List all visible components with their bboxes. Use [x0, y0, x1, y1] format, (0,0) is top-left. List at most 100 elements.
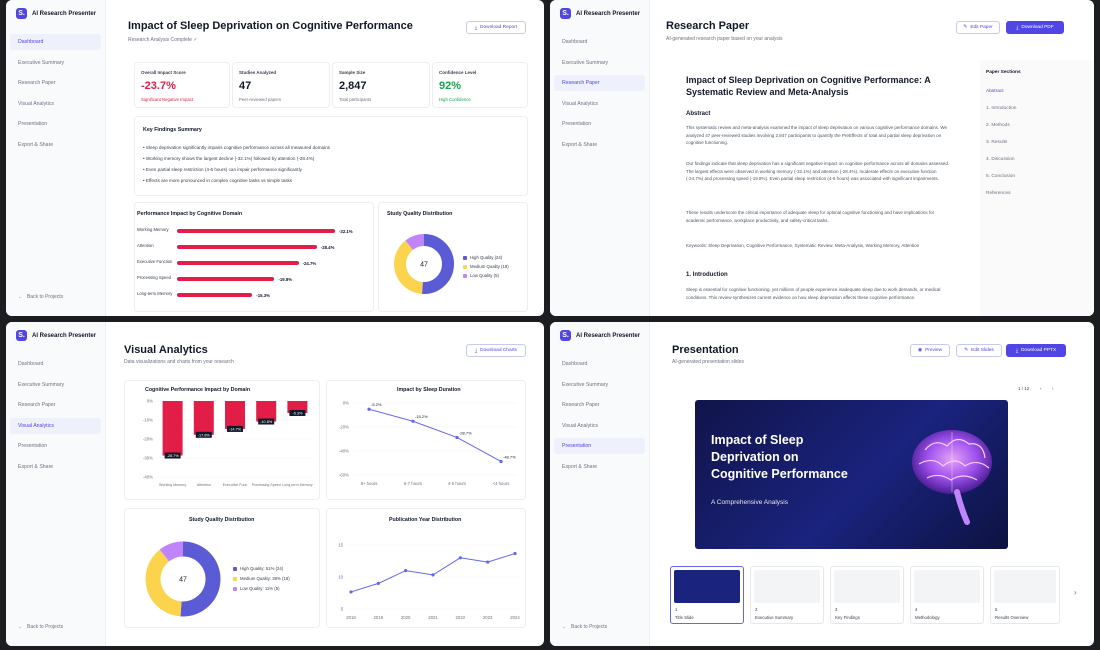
nav-executive-summary[interactable]: Executive Summary	[562, 59, 609, 66]
nav-visual-analytics[interactable]: Visual Analytics	[18, 100, 54, 107]
series-line	[350, 553, 516, 593]
page-title: Visual Analytics	[124, 344, 208, 356]
bar-value-label: -6.3%	[292, 411, 303, 415]
bar	[193, 401, 214, 435]
back-to-projects[interactable]: ← Back to Projects	[562, 624, 608, 630]
next-slide-icon[interactable]: ›	[1052, 386, 1054, 391]
y-tick-label: -60%	[339, 473, 349, 478]
key-findings-title: Key Findings Summary	[143, 127, 202, 133]
legend-item: Medium Quality: 38% (18)	[233, 576, 290, 581]
nav-presentation[interactable]: Presentation	[554, 438, 645, 454]
download-icon: ⤓	[1015, 348, 1018, 354]
bar-value-label: -15.3%	[256, 292, 270, 298]
back-to-projects[interactable]: ← Back to Projects	[18, 624, 64, 630]
logo-icon: S.	[560, 330, 571, 341]
edit-icon: ✎	[964, 348, 969, 353]
slide-thumbnail[interactable]: 5 Results Overview	[990, 566, 1060, 624]
y-tick-label: -30%	[143, 456, 153, 461]
brand-name: AI Research Presenter	[32, 10, 97, 17]
nav-dashboard[interactable]: Dashboard	[10, 34, 101, 50]
nav-visual-analytics[interactable]: Visual Analytics	[562, 100, 598, 107]
download-charts-button[interactable]: ⤓ Download Charts	[466, 344, 526, 357]
nav: Dashboard Executive Summary Research Pap…	[554, 356, 645, 479]
download-pdf-button[interactable]: ⤓ Download PDF	[1006, 21, 1064, 34]
nav-executive-summary[interactable]: Executive Summary	[18, 59, 65, 66]
back-to-projects[interactable]: ← Back to Projects	[18, 294, 64, 300]
sleep-duration-chart-card: Impact by Sleep Duration 0% -20% -40% -60% -…	[326, 380, 526, 500]
edit-icon: ✎	[963, 25, 968, 30]
nav: Dashboard Executive Summary Research Pap…	[10, 34, 101, 157]
x-tick-label: 2021	[428, 615, 438, 620]
paper-doc-title: Impact of Sleep Deprivation on Cognitive…	[686, 75, 931, 97]
page-title: Impact of Sleep Deprivation on Cognitive…	[128, 20, 413, 32]
toc-item[interactable]: 2. Methods	[986, 123, 1010, 128]
nav-research-paper[interactable]: Research Paper	[554, 75, 645, 91]
y-tick-label: 15	[338, 543, 343, 548]
bar-value-label: -32.1%	[339, 228, 353, 234]
x-tick-label: <4 hours	[493, 481, 510, 486]
y-tick-label: -20%	[339, 425, 349, 430]
donut-center-label: 47	[179, 577, 187, 584]
slide-thumbnail[interactable]: 1 Title Slide	[670, 566, 744, 624]
bar-value-label: -10.8%	[260, 420, 273, 424]
download-report-button[interactable]: ⤓ Download Report	[466, 21, 526, 34]
toc-item[interactable]: 1. Introduction	[986, 106, 1017, 111]
slide-thumbnail[interactable]: 2 Executive Summary	[750, 566, 824, 624]
preview-button[interactable]: ◉ Preview	[910, 344, 950, 357]
introduction-paragraph: Sleep is essential for cognitive functio…	[686, 287, 941, 300]
nav-presentation[interactable]: Presentation	[562, 121, 592, 127]
toc-item[interactable]: References	[986, 191, 1011, 196]
toc-item[interactable]: 5. Conclusion	[986, 174, 1016, 179]
toc-item[interactable]: 4. Discussion	[986, 157, 1015, 162]
data-point	[458, 556, 462, 560]
data-point	[499, 459, 503, 464]
finding-item: • Effects are more pronounced in complex…	[143, 178, 293, 183]
prev-slide-icon[interactable]: ‹	[1040, 386, 1042, 391]
dashboard-panel: S. AI Research Presenter Dashboard Execut…	[6, 0, 544, 316]
nav-research-paper[interactable]: Research Paper	[18, 80, 56, 86]
nav-presentation[interactable]: Presentation	[18, 443, 48, 449]
donut-slice	[159, 541, 184, 562]
nav-executive-summary[interactable]: Executive Summary	[18, 381, 65, 388]
toc-item[interactable]: 3. Results	[986, 140, 1008, 145]
domain-bar-chart: 0% -10% -20% -30% -40% -28.7% Working Memory -1…	[143, 399, 313, 487]
nav-presentation[interactable]: Presentation	[18, 121, 48, 127]
logo-icon: S.	[16, 8, 27, 19]
quality-distribution-card: Study Quality Distribution 47 High Quali…	[124, 508, 320, 628]
nav-export-share[interactable]: Export & Share	[562, 463, 598, 470]
edit-paper-button[interactable]: ✎ Edit Paper	[956, 21, 1000, 34]
visual-analytics-panel: S. AI Research Presenter Dashboard Execut…	[6, 322, 544, 646]
x-tick-label: Attention	[197, 483, 211, 487]
nav-executive-summary[interactable]: Executive Summary	[562, 381, 609, 388]
nav-dashboard[interactable]: Dashboard	[562, 39, 588, 45]
nav-visual-analytics[interactable]: Visual Analytics	[10, 417, 101, 434]
nav-export-share[interactable]: Export & Share	[562, 141, 598, 148]
data-label: -28.7%	[459, 430, 472, 435]
y-tick-label: -20%	[143, 437, 153, 442]
nav-research-paper[interactable]: Research Paper	[562, 402, 600, 408]
nav-visual-analytics[interactable]: Visual Analytics	[562, 422, 598, 429]
bar-value-label: -24.7%	[302, 260, 317, 266]
chevron-right-icon[interactable]: ›	[1074, 588, 1077, 597]
download-pptx-button[interactable]: ⤓ Download PPTX	[1006, 344, 1066, 357]
nav-dashboard[interactable]: Dashboard	[562, 361, 588, 367]
slide-thumbnail[interactable]: 4 Methodology	[910, 566, 984, 624]
nav: Dashboard Executive Summary Research Pap…	[554, 34, 645, 157]
toc-item[interactable]: Abstract	[986, 89, 1004, 94]
edit-slides-button[interactable]: ✎ Edit Slides	[956, 344, 1002, 357]
arrow-left-icon: ←	[18, 294, 23, 300]
paper-sections-title: Paper Sections	[986, 70, 1021, 75]
nav-research-paper[interactable]: Research Paper	[18, 402, 56, 408]
page-title: Research Paper	[666, 20, 750, 32]
nav-export-share[interactable]: Export & Share	[18, 463, 54, 470]
slide-thumbnail[interactable]: 3 Key Findings	[830, 566, 904, 624]
nav-dashboard[interactable]: Dashboard	[18, 361, 44, 367]
stat-card: Studies Analyzed 47 Peer-reviewed papers	[232, 62, 330, 108]
arrow-left-icon: ←	[18, 624, 23, 630]
y-tick-label: 0%	[147, 399, 153, 404]
brand: S. AI Research Presenter	[560, 8, 640, 19]
nav-export-share[interactable]: Export & Share	[18, 141, 54, 148]
domain-bar-chart-card: Cognitive Performance Impact by Domain 0…	[124, 380, 320, 500]
page-subtitle: Data visualizations and charts from your…	[124, 359, 234, 365]
sleep-duration-chart-title: Impact by Sleep Duration	[397, 387, 461, 393]
